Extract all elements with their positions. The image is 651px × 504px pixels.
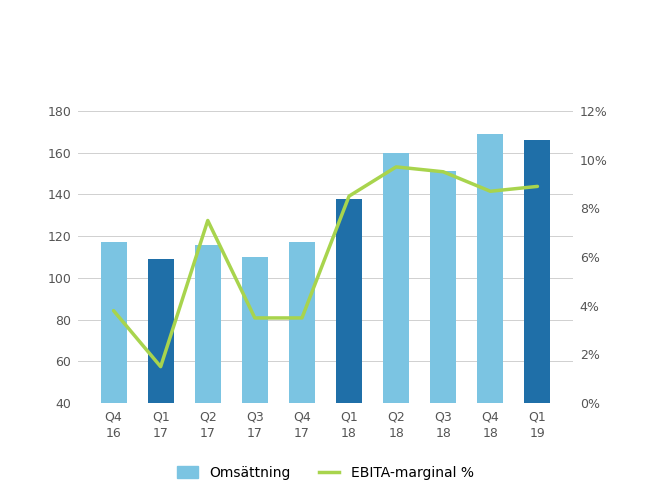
Bar — [148, 259, 174, 487]
Bar — [383, 153, 409, 487]
Bar — [242, 257, 268, 487]
Bar — [289, 242, 315, 487]
Bar — [101, 242, 126, 487]
Bar — [477, 134, 503, 487]
Legend: Omsättning, EBITA-marginal %: Omsättning, EBITA-marginal % — [171, 459, 480, 487]
Bar — [430, 171, 456, 487]
Bar — [336, 199, 362, 487]
Bar — [195, 244, 221, 487]
Bar — [525, 140, 550, 487]
